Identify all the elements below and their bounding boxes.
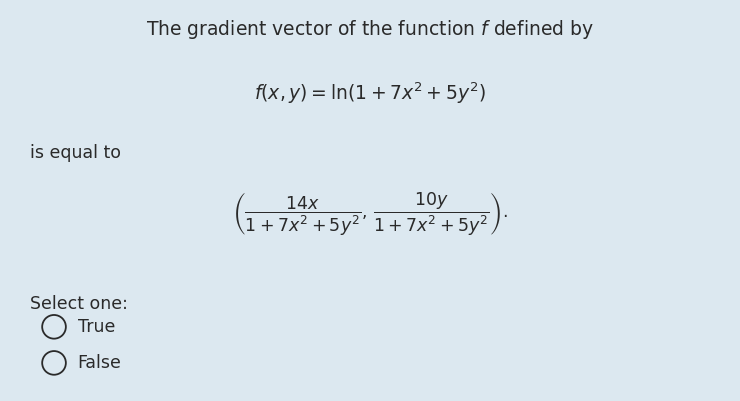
Text: The gradient vector of the function $f$ defined by: The gradient vector of the function $f$ … [146,18,594,41]
Text: is equal to: is equal to [30,144,121,162]
Text: False: False [78,354,121,372]
Text: Select one:: Select one: [30,295,127,313]
Text: $\left(\dfrac{14x}{1+7x^2+5y^2},\,\dfrac{10y}{1+7x^2+5y^2}\right).$: $\left(\dfrac{14x}{1+7x^2+5y^2},\,\dfrac… [232,190,508,237]
Text: True: True [78,318,115,336]
Text: $f(x,y) = \ln(1+7x^2+5y^2)$: $f(x,y) = \ln(1+7x^2+5y^2)$ [254,80,486,106]
